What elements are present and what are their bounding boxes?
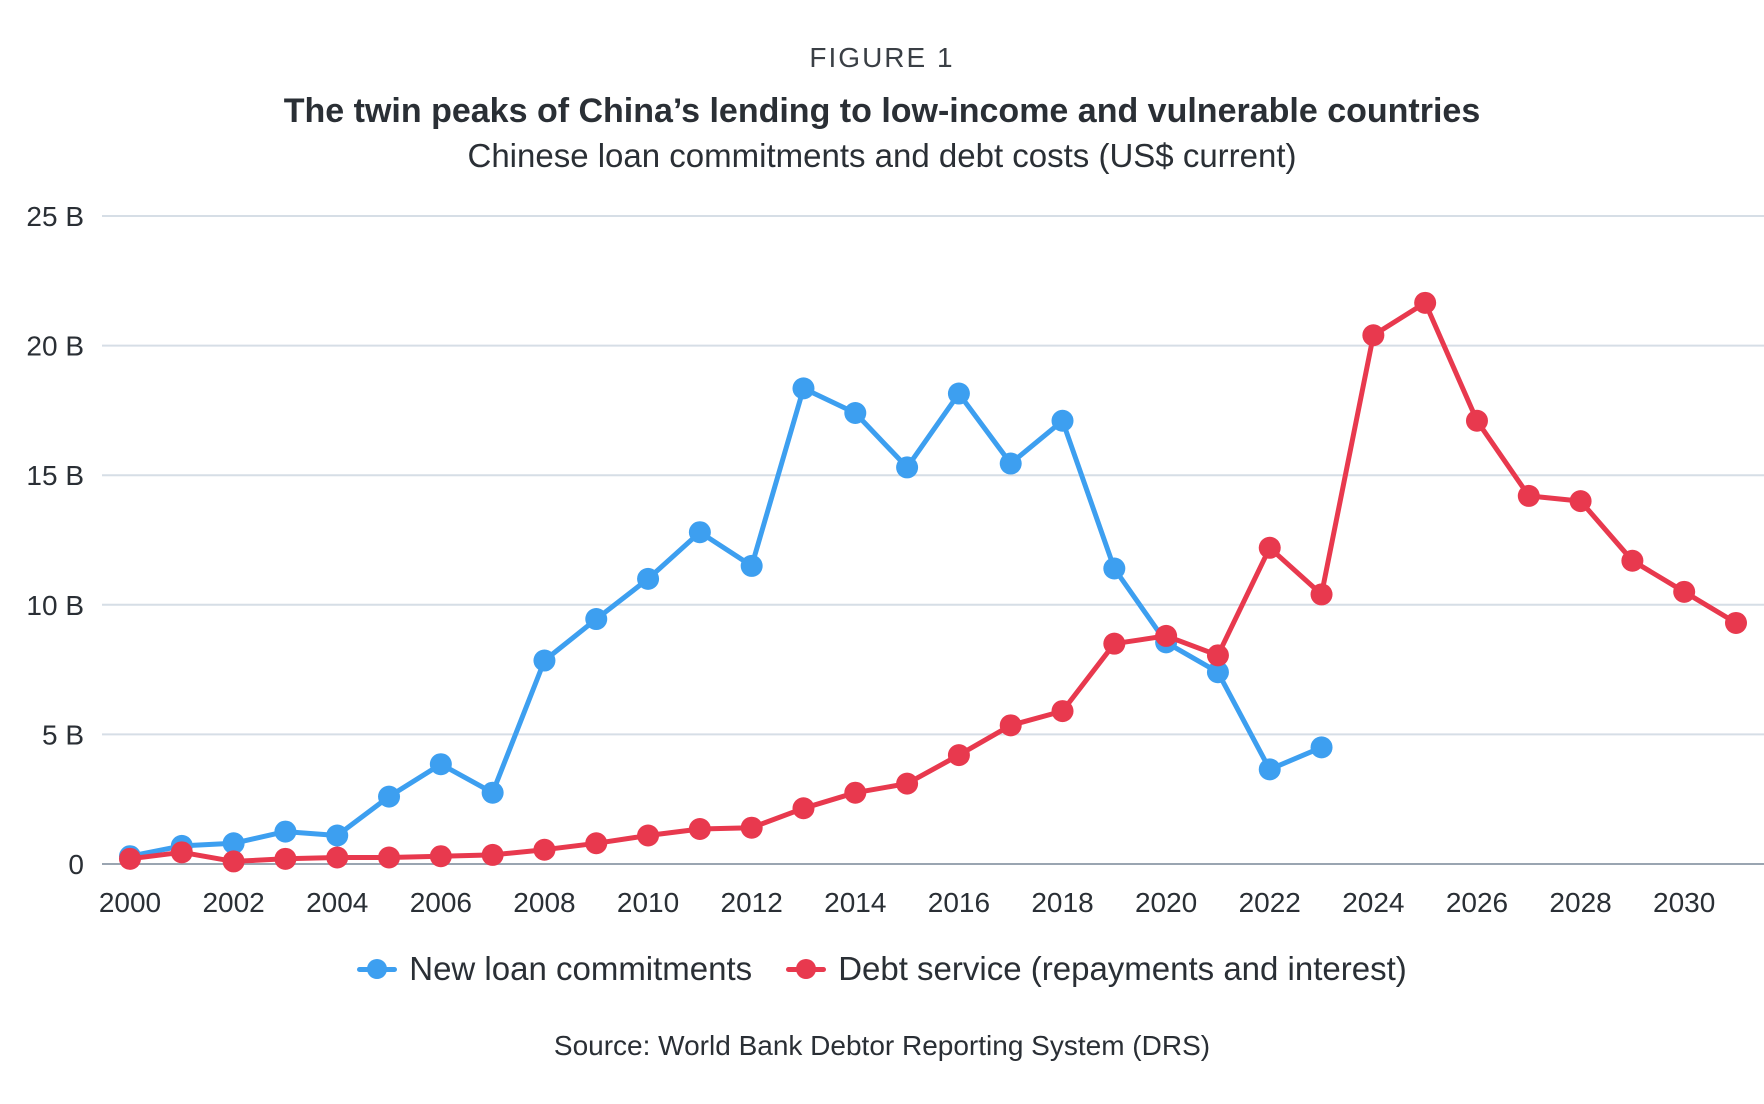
y-tick-label: 20 B [26, 331, 84, 362]
data-point[interactable] [1517, 484, 1540, 507]
x-tick-label: 2006 [410, 887, 472, 918]
data-point[interactable] [429, 753, 452, 776]
series-line-new-loans [127, 385, 1324, 859]
x-tick-label: 2000 [99, 887, 161, 918]
legend-swatch-debt-service [786, 959, 827, 979]
y-axis-ticks: 0 5 B 10 B 15 B 20 B 25 B [26, 201, 84, 880]
legend-item-debt-service[interactable]: Debt service (repayments and interest) [786, 950, 1407, 988]
data-point[interactable] [792, 377, 815, 400]
data-point[interactable] [481, 843, 504, 866]
data-point[interactable] [999, 714, 1022, 737]
x-tick-label: 2028 [1549, 887, 1611, 918]
data-point[interactable] [844, 401, 867, 424]
data-point[interactable] [1103, 632, 1126, 655]
data-point[interactable] [1258, 758, 1281, 781]
x-tick-label: 2018 [1031, 887, 1093, 918]
data-point[interactable] [947, 382, 970, 405]
data-point[interactable] [429, 845, 452, 868]
x-tick-label: 2010 [617, 887, 679, 918]
data-point[interactable] [326, 824, 349, 847]
data-point[interactable] [896, 772, 919, 795]
gridlines [102, 215, 1764, 865]
x-tick-label: 2008 [513, 887, 575, 918]
data-point[interactable] [999, 452, 1022, 475]
legend-swatch-new-loans [357, 959, 398, 979]
data-point[interactable] [688, 818, 711, 841]
data-point[interactable] [1206, 644, 1229, 667]
data-point[interactable] [1258, 536, 1281, 559]
data-point[interactable] [1310, 736, 1333, 759]
x-tick-label: 2026 [1446, 887, 1508, 918]
data-point[interactable] [1362, 324, 1385, 347]
chart-subtitle: Chinese loan commitments and debt costs … [467, 137, 1297, 174]
x-tick-label: 2004 [306, 887, 368, 918]
x-tick-label: 2002 [202, 887, 264, 918]
y-tick-label: 25 B [26, 201, 84, 232]
data-point[interactable] [533, 838, 556, 861]
data-point[interactable] [792, 797, 815, 820]
x-axis-ticks: 2000 2002 2004 2006 2008 2010 2012 2014 2016 2018… [99, 887, 1715, 918]
data-point[interactable] [1725, 611, 1747, 634]
legend-dot-new-loans [367, 959, 388, 979]
data-point[interactable] [274, 847, 297, 870]
data-point[interactable] [1051, 700, 1074, 723]
y-tick-label: 5 B [42, 719, 84, 750]
series-layer [119, 291, 1747, 873]
data-point[interactable] [222, 832, 245, 855]
x-tick-label: 2024 [1342, 887, 1404, 918]
x-tick-label: 2030 [1653, 887, 1715, 918]
legend-dot-debt-service [796, 959, 817, 979]
data-point[interactable] [222, 850, 245, 873]
data-point[interactable] [1051, 409, 1074, 432]
figure-label: FIGURE 1 [809, 42, 955, 73]
data-point[interactable] [378, 846, 401, 869]
legend-item-new-loans[interactable]: New loan commitments [357, 950, 752, 988]
data-point[interactable] [1569, 490, 1592, 513]
data-point[interactable] [1206, 661, 1229, 684]
x-tick-label: 2012 [721, 887, 783, 918]
data-point[interactable] [637, 824, 660, 847]
data-point[interactable] [1155, 624, 1178, 647]
data-point[interactable] [740, 554, 763, 577]
data-point[interactable] [1673, 580, 1696, 603]
data-point[interactable] [170, 841, 193, 864]
data-point[interactable] [585, 832, 608, 855]
x-tick-label: 2020 [1135, 887, 1197, 918]
source-note: Source: World Bank Debtor Reporting Syst… [553, 1030, 1211, 1061]
data-point[interactable] [1621, 549, 1644, 572]
data-point[interactable] [1310, 583, 1333, 606]
data-point[interactable] [947, 744, 970, 767]
data-point[interactable] [844, 781, 867, 804]
data-point[interactable] [896, 456, 919, 479]
x-tick-label: 2016 [928, 887, 990, 918]
data-point[interactable] [326, 846, 349, 869]
y-tick-label: 0 [68, 849, 84, 880]
legend: New loan commitments Debt service (repay… [0, 950, 1764, 988]
data-point[interactable] [637, 567, 660, 590]
data-point[interactable] [1414, 291, 1437, 314]
data-point[interactable] [1103, 557, 1126, 580]
y-tick-label: 15 B [26, 460, 84, 491]
data-point[interactable] [740, 816, 763, 839]
x-tick-label: 2014 [824, 887, 886, 918]
series-line-debt-service [127, 300, 1739, 864]
data-point[interactable] [481, 781, 504, 804]
data-point[interactable] [688, 521, 711, 544]
y-tick-label: 10 B [26, 590, 84, 621]
chart-title: The twin peaks of China’s lending to low… [283, 92, 1481, 130]
data-point[interactable] [585, 608, 608, 631]
data-point[interactable] [274, 820, 297, 843]
data-point[interactable] [378, 785, 401, 808]
data-point[interactable] [533, 649, 556, 672]
data-point[interactable] [119, 847, 141, 870]
x-tick-label: 2022 [1239, 887, 1301, 918]
legend-label-debt-service: Debt service (repayments and interest) [838, 950, 1407, 987]
data-point[interactable] [1465, 409, 1488, 432]
legend-label-new-loans: New loan commitments [409, 950, 753, 987]
